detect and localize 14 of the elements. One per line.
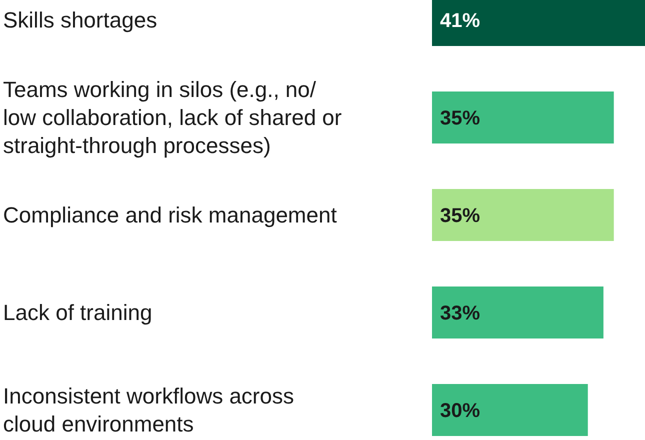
y-tick-label: Teams working in silos (e.g., no/ low collaboration, lack of shared or straight-through processes): [3, 77, 342, 158]
y-tick-label: Compliance and risk management: [3, 202, 337, 228]
data-label: 35%: [440, 108, 480, 130]
y-tick-label: Skills shortages: [3, 8, 158, 33]
y-tick-label: Lack of training: [3, 300, 152, 326]
bar: [432, 189, 614, 241]
bar: [432, 286, 604, 338]
data-label: 33%: [440, 302, 480, 324]
y-tick-label: Inconsistent workflows across cloud environments: [3, 384, 294, 437]
data-label: 35%: [440, 205, 480, 227]
data-label: 30%: [440, 400, 480, 422]
bar: [432, 92, 614, 144]
data-label: 41%: [440, 10, 480, 32]
bar: [432, 384, 588, 436]
